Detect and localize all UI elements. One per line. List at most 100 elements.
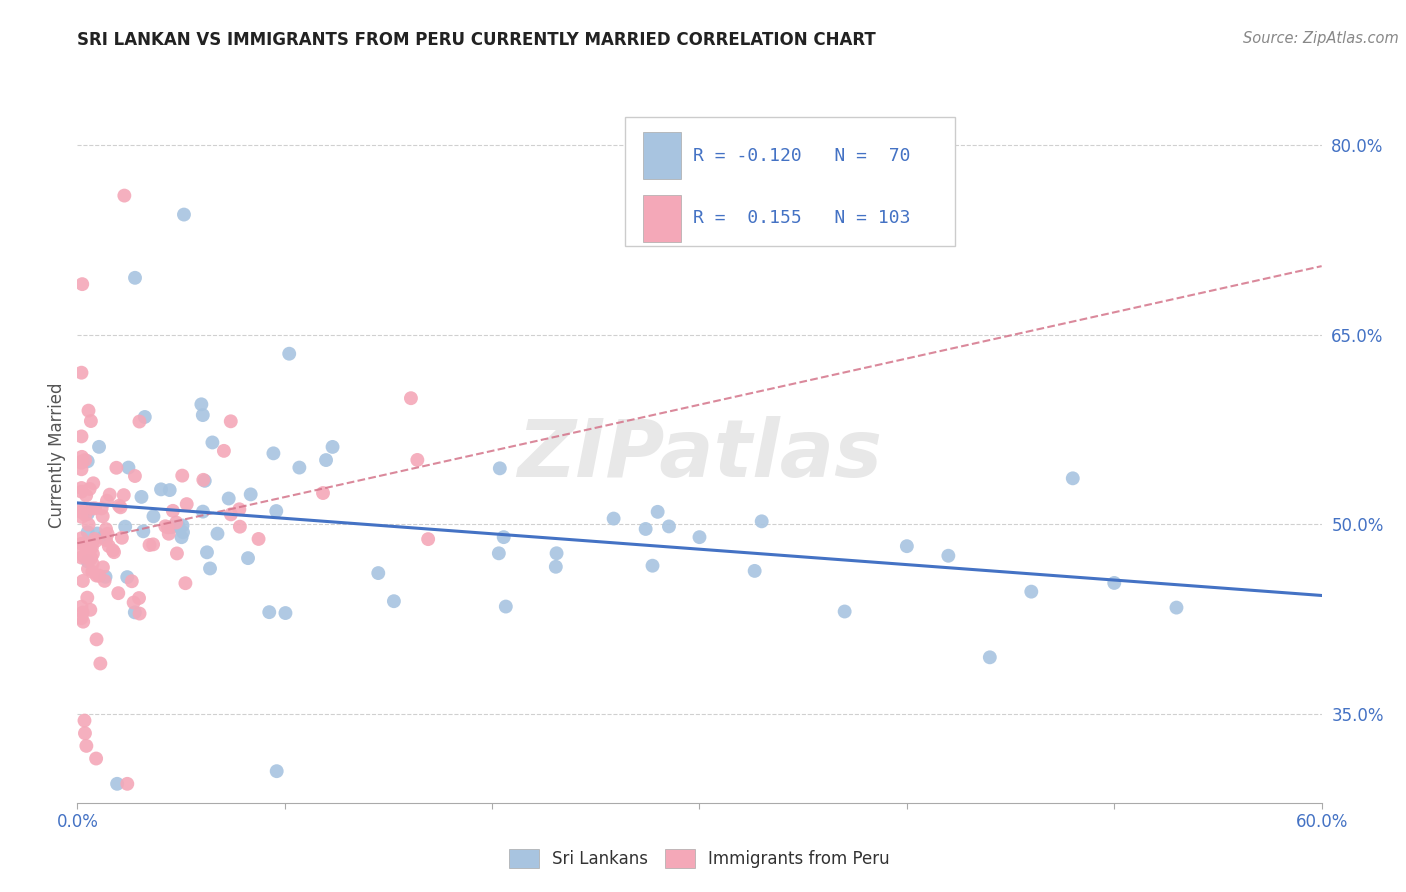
Point — [207, 526, 229, 541]
Point — [77, 517, 100, 532]
Point — [1166, 600, 1188, 615]
Point — [159, 483, 181, 497]
Point — [122, 595, 145, 609]
Point — [172, 468, 194, 483]
Point — [219, 508, 242, 522]
Point — [160, 520, 183, 534]
Point — [108, 499, 131, 513]
Point — [79, 482, 101, 496]
Point — [117, 777, 139, 791]
Legend: Sri Lankans, Immigrants from Peru: Sri Lankans, Immigrants from Peru — [502, 842, 897, 874]
Point — [101, 543, 124, 558]
Point — [315, 453, 337, 467]
Point — [86, 568, 108, 582]
Text: R = -0.120   N =  70: R = -0.120 N = 70 — [693, 147, 911, 165]
Point — [128, 415, 150, 429]
Point — [94, 570, 117, 584]
Point — [418, 532, 440, 546]
Point — [75, 541, 97, 555]
Point — [73, 714, 96, 728]
Point — [172, 518, 194, 533]
Point — [117, 460, 139, 475]
Point — [170, 530, 193, 544]
Point — [96, 526, 118, 541]
Point — [689, 530, 711, 544]
Point — [91, 509, 114, 524]
Point — [262, 446, 284, 460]
Point — [79, 603, 101, 617]
Point — [488, 461, 510, 475]
Point — [70, 429, 93, 443]
Point — [142, 537, 165, 551]
Point — [70, 455, 93, 469]
Point — [658, 519, 681, 533]
Point — [165, 516, 187, 530]
Point — [76, 591, 98, 605]
Point — [138, 538, 160, 552]
Point — [1062, 471, 1084, 485]
Point — [834, 605, 856, 619]
Point — [91, 560, 114, 574]
Point — [602, 511, 624, 525]
Point — [76, 525, 98, 540]
Point — [84, 534, 107, 549]
Point — [128, 607, 150, 621]
Point — [87, 568, 110, 582]
Point — [641, 558, 664, 573]
Point — [75, 488, 97, 502]
Point — [70, 505, 93, 519]
Point — [72, 615, 94, 629]
Point — [72, 606, 94, 620]
Point — [274, 606, 297, 620]
Point — [312, 486, 335, 500]
Point — [132, 524, 155, 539]
Point — [247, 532, 270, 546]
Point — [546, 546, 568, 560]
Point — [647, 505, 669, 519]
Point — [288, 460, 311, 475]
Point — [86, 632, 108, 647]
Point — [896, 539, 918, 553]
Point — [70, 537, 93, 551]
Point — [82, 557, 104, 571]
Point — [70, 277, 93, 292]
Point — [70, 484, 93, 499]
Bar — [644, 132, 681, 179]
Point — [82, 547, 104, 561]
Point — [128, 591, 150, 605]
Point — [124, 606, 146, 620]
Point — [72, 549, 94, 564]
Point — [1021, 584, 1043, 599]
Point — [142, 509, 165, 524]
Point — [162, 504, 184, 518]
Point — [70, 462, 93, 476]
Point — [96, 493, 118, 508]
Point — [70, 501, 93, 516]
Point — [82, 476, 104, 491]
Bar — [644, 194, 681, 242]
Point — [77, 562, 100, 576]
Point — [91, 530, 114, 544]
Point — [173, 208, 195, 222]
Point — [105, 777, 128, 791]
Point — [75, 508, 97, 522]
Point — [77, 403, 100, 417]
Text: ZIPatlas: ZIPatlas — [517, 416, 882, 494]
Point — [90, 501, 112, 516]
Point — [744, 564, 766, 578]
Point — [98, 488, 121, 502]
Point — [105, 460, 128, 475]
Point — [236, 551, 259, 566]
Point — [194, 474, 217, 488]
Point — [70, 366, 93, 380]
Point — [131, 490, 153, 504]
Point — [259, 605, 281, 619]
Point — [191, 408, 214, 422]
Point — [979, 650, 1001, 665]
Point — [218, 491, 240, 506]
Point — [492, 530, 515, 544]
Point — [382, 594, 405, 608]
Point — [278, 347, 301, 361]
Point — [70, 531, 93, 545]
Text: SRI LANKAN VS IMMIGRANTS FROM PERU CURRENTLY MARRIED CORRELATION CHART: SRI LANKAN VS IMMIGRANTS FROM PERU CURRE… — [77, 31, 876, 49]
